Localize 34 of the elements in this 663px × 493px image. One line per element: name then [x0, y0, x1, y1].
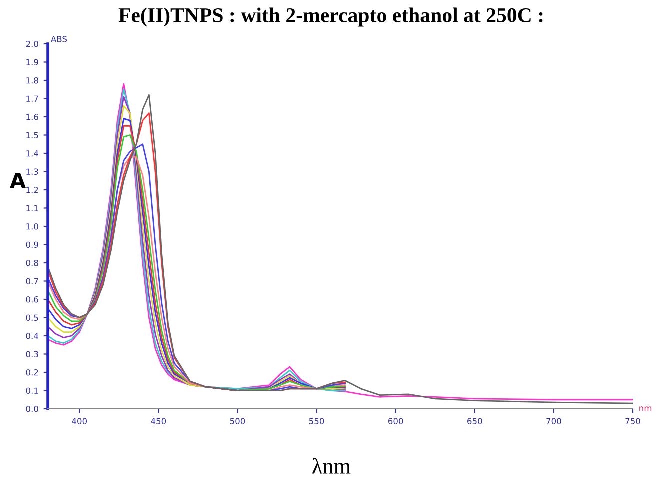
y-tick-label: 0.7 — [26, 278, 38, 285]
y-tick-label: 1.4 — [26, 150, 39, 157]
y-tick-label: 0.5 — [26, 314, 38, 322]
y-tick-label: 2.0 — [26, 40, 38, 48]
y-tick-label: 0.4 — [26, 332, 39, 340]
y-tick-label: 0.0 — [26, 406, 38, 412]
y-tick-label: 1.7 — [26, 96, 38, 102]
x-tick-label: 450 — [151, 418, 166, 424]
text: ABS — [50, 36, 68, 42]
y-tick-label: 1.6 — [26, 114, 38, 120]
x-tick-label: 500 — [230, 418, 246, 424]
y-tick-label: 1.8 — [26, 77, 38, 84]
y-tick-label: 0.2 — [26, 369, 38, 376]
text: nm — [640, 406, 652, 412]
y-tick-label: 1.5 — [26, 132, 38, 139]
x-axis-title: λnm — [312, 458, 351, 474]
chart-title: Fe(II)TNPS : with 2-mercapto ethanol at 250C : — [118, 8, 543, 27]
y-tick-label: 0.9 — [26, 242, 38, 248]
y-tick-label: 1.2 — [26, 186, 38, 194]
x-tick-label: 550 — [309, 418, 324, 424]
y-tick-label: 1.1 — [26, 205, 38, 212]
x-tick-label: 650 — [468, 418, 482, 424]
y-tick-label: 0.8 — [26, 260, 38, 266]
y-tick-label: 0.3 — [26, 351, 38, 358]
y-tick-label: 1.9 — [26, 59, 38, 66]
y-tick-label: 0.6 — [26, 296, 38, 303]
x-tick-label: 600 — [388, 418, 404, 424]
x-tick-label: 750 — [626, 418, 640, 424]
y-axis-title: A — [10, 172, 26, 188]
y-tick-label: 0.1 — [26, 388, 38, 394]
x-tick-label: 400 — [72, 418, 88, 424]
x-tick-label: 700 — [546, 418, 562, 424]
y-tick-label: 1.3 — [26, 168, 38, 176]
y-tick-label: 1.0 — [26, 223, 38, 230]
